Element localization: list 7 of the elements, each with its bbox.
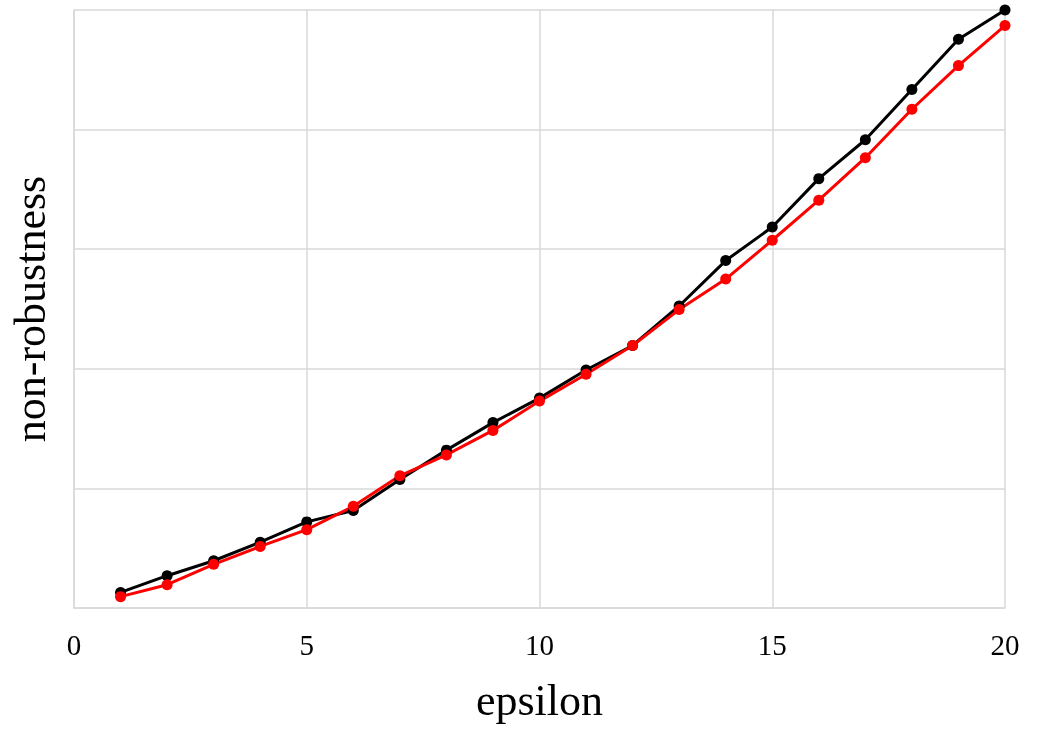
y-axis-title: non-robustness [5,175,55,443]
x-tick-label: 20 [990,628,1020,661]
x-tick-label: 5 [299,628,314,661]
x-tick-label: 15 [757,628,787,661]
x-axis-title: epsilon [475,675,604,725]
x-tick-label: 0 [66,628,82,661]
x-tick-label: 10 [525,628,554,661]
